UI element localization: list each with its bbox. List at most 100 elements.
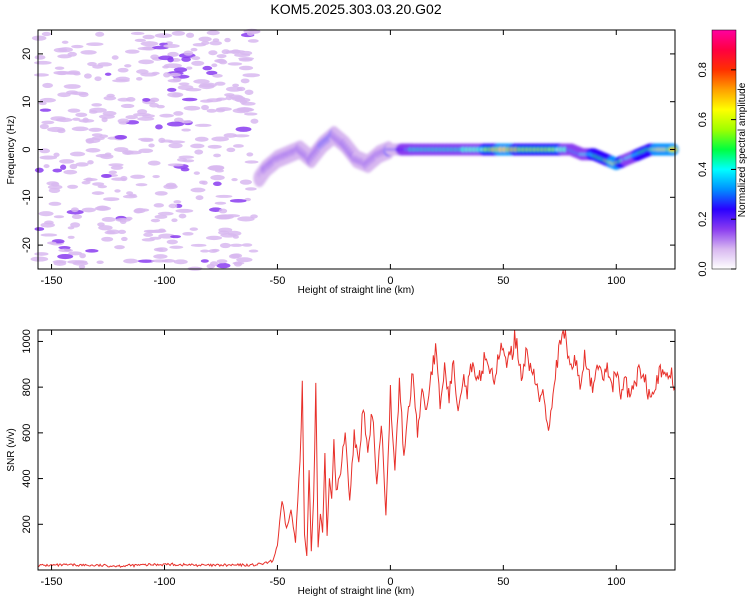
noise-blob <box>156 247 168 253</box>
noise-blob <box>215 97 227 101</box>
noise-blob <box>111 55 119 60</box>
y-tick-label: 10 <box>21 96 33 108</box>
noise-blob <box>43 164 50 169</box>
noise-blob <box>168 203 178 209</box>
noise-blob <box>168 142 183 149</box>
noise-blob <box>54 66 65 70</box>
noise-blob <box>120 175 128 182</box>
noise-blob <box>48 187 61 193</box>
snr-frame <box>37 329 676 571</box>
noise-blob <box>117 118 130 124</box>
noise-blob <box>154 33 173 38</box>
colorbar-label: Normalized spectral amplitude <box>737 82 748 217</box>
snr-x-label: Height of straight line (km) <box>298 586 415 597</box>
colorbar-ticks: 0.0 0.2 0.4 0.6 0.8 <box>697 62 736 277</box>
colorbar-gradient <box>711 29 737 270</box>
noise-blob <box>182 97 198 102</box>
noise-blob <box>33 73 49 77</box>
noise-blob <box>80 50 97 55</box>
y-tick-label: -10 <box>21 189 33 205</box>
noise-blob <box>149 102 160 108</box>
noise-blob <box>67 184 79 189</box>
y-tick-label: 200 <box>21 515 33 533</box>
noise-blob <box>153 254 168 259</box>
noise-blob <box>232 134 250 138</box>
noise-blob <box>206 70 218 76</box>
noise-blob <box>87 160 94 165</box>
noise-blob <box>138 59 154 65</box>
noise-blob <box>34 167 44 173</box>
noise-blob <box>101 217 116 222</box>
noise-blob <box>87 61 97 67</box>
noise-blob <box>140 41 159 47</box>
noise-blob <box>214 81 226 86</box>
noise-blob <box>39 108 52 112</box>
noise-blob <box>205 235 223 241</box>
noise-blob <box>193 79 210 84</box>
noise-blob <box>52 168 63 173</box>
x-tick-label: 0 <box>387 576 393 588</box>
noise-blob <box>211 63 218 68</box>
noise-blob <box>241 243 253 247</box>
noise-blob <box>69 151 86 157</box>
y-tick-label: 600 <box>21 424 33 442</box>
noise-blob <box>186 66 193 70</box>
noise-blob <box>152 174 160 179</box>
noise-blob <box>163 43 180 49</box>
noise-blob <box>71 126 89 132</box>
noise-blob <box>79 253 86 259</box>
noise-blob <box>202 65 213 71</box>
noise-blob <box>137 116 155 121</box>
spectrogram-x-label: Height of straight line (km) <box>298 285 415 296</box>
noise-blob <box>40 233 58 237</box>
noise-blob <box>58 47 73 53</box>
noise-blob <box>142 34 155 40</box>
noise-blob <box>125 115 138 120</box>
noise-blob <box>63 169 78 175</box>
noise-blob <box>199 82 217 88</box>
noise-blob <box>88 127 103 132</box>
noise-blob <box>100 154 114 160</box>
noise-blob <box>44 220 54 225</box>
snr-series-line <box>37 329 676 568</box>
noise-blob <box>185 32 195 38</box>
noise-blob <box>55 117 73 123</box>
noise-blob <box>181 159 195 163</box>
noise-blob <box>81 180 91 185</box>
noise-blob <box>70 222 81 228</box>
noise-blob <box>121 236 128 242</box>
noise-blob <box>147 160 161 166</box>
noise-blob <box>70 91 89 96</box>
noise-blob <box>114 189 121 193</box>
noise-blob <box>232 108 250 114</box>
noise-blob <box>85 148 101 153</box>
noise-blob <box>236 86 246 92</box>
chart-title: KOM5.2025.303.03.20.G02 <box>270 1 441 17</box>
noise-blob <box>124 49 140 54</box>
noise-blob <box>99 134 109 138</box>
noise-blob <box>221 49 231 55</box>
noise-blob <box>70 207 79 213</box>
snr-y-ticks: 200 400 600 800 1000 <box>21 329 675 533</box>
noise-blob <box>227 62 243 66</box>
noise-blob <box>158 233 175 239</box>
colorbar: 0.0 0.2 0.4 0.6 0.8 Normalized spectral ampl… <box>697 29 748 277</box>
noise-blob <box>238 58 253 62</box>
noise-blob <box>122 150 134 155</box>
x-tick-label: 50 <box>497 576 509 588</box>
noise-blob <box>117 67 129 73</box>
noise-blob <box>125 96 136 102</box>
x-tick-label: 100 <box>607 576 625 588</box>
noise-blob <box>200 249 210 253</box>
noise-blob <box>67 260 85 264</box>
noise-blob <box>143 229 156 234</box>
noise-blob <box>236 257 253 263</box>
noise-blob <box>67 108 81 113</box>
spectrogram-y-ticks: -20 -10 0 10 20 <box>21 48 675 253</box>
noise-blob <box>240 78 250 84</box>
noise-blob <box>210 174 225 181</box>
noise-blob <box>216 58 227 64</box>
noise-blob <box>167 51 179 57</box>
noise-blob <box>47 126 65 133</box>
